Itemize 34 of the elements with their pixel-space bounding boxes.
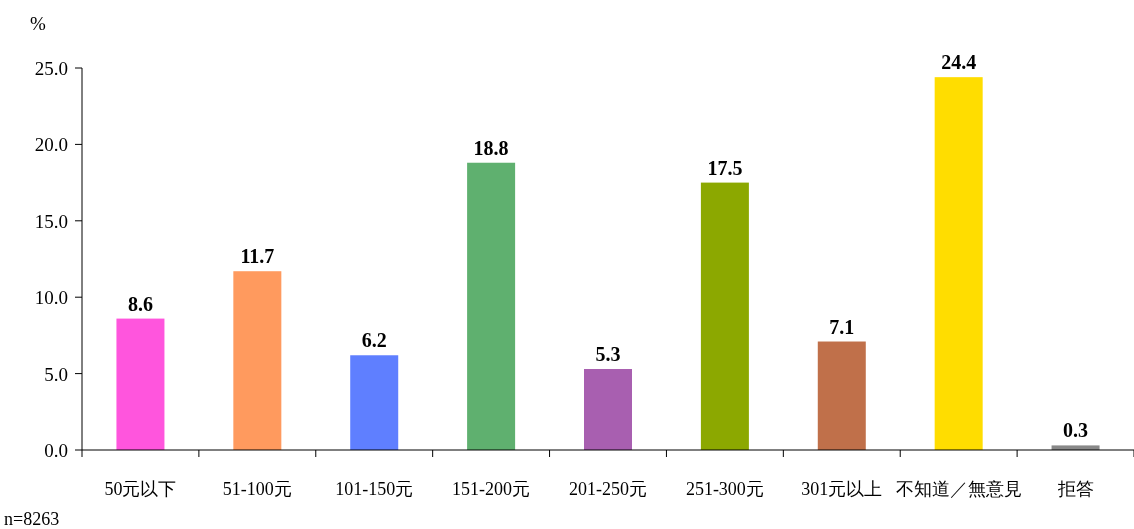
- data-label: 7.1: [829, 315, 855, 338]
- data-label: 11.7: [240, 245, 275, 268]
- x-tick-label: 151-200元: [452, 479, 531, 499]
- bar: [350, 355, 399, 450]
- y-tick-label: 15.0: [34, 210, 68, 232]
- x-tick-label: 不知道／無意見: [895, 479, 1022, 499]
- bar: [700, 182, 749, 450]
- x-tick-label: 201-250元: [569, 479, 647, 499]
- data-label: 24.4: [941, 51, 977, 74]
- data-label: 17.5: [707, 156, 743, 179]
- x-tick-label: 50元以下: [104, 479, 177, 499]
- bar: [817, 341, 866, 450]
- x-tick-label: 301元以上: [801, 479, 883, 499]
- text: n=8263: [4, 509, 60, 529]
- data-label: 18.8: [473, 136, 509, 159]
- y-axis-title: %: [30, 13, 47, 34]
- x-tick-label: 101-150元: [335, 479, 414, 499]
- y-tick-label: 0.0: [44, 440, 68, 461]
- y-tick-label: 5.0: [44, 363, 68, 385]
- x-tick-label: 拒答: [1056, 479, 1094, 499]
- x-tick-label: 51-100元: [222, 479, 292, 499]
- y-tick-label: 10.0: [34, 287, 68, 309]
- x-tick-label: 251-300元: [685, 479, 764, 499]
- y-tick-label: 25.0: [34, 58, 68, 79]
- data-label: 5.3: [595, 343, 621, 366]
- bar: [116, 318, 165, 450]
- bar: [584, 369, 632, 450]
- y-tick-label: 20.0: [34, 134, 68, 156]
- data-label: 0.3: [1063, 419, 1089, 442]
- bar: [233, 271, 282, 450]
- data-label: 8.6: [127, 292, 153, 315]
- bar: [467, 162, 516, 450]
- data-label: 6.2: [361, 329, 387, 352]
- bar: [934, 77, 983, 450]
